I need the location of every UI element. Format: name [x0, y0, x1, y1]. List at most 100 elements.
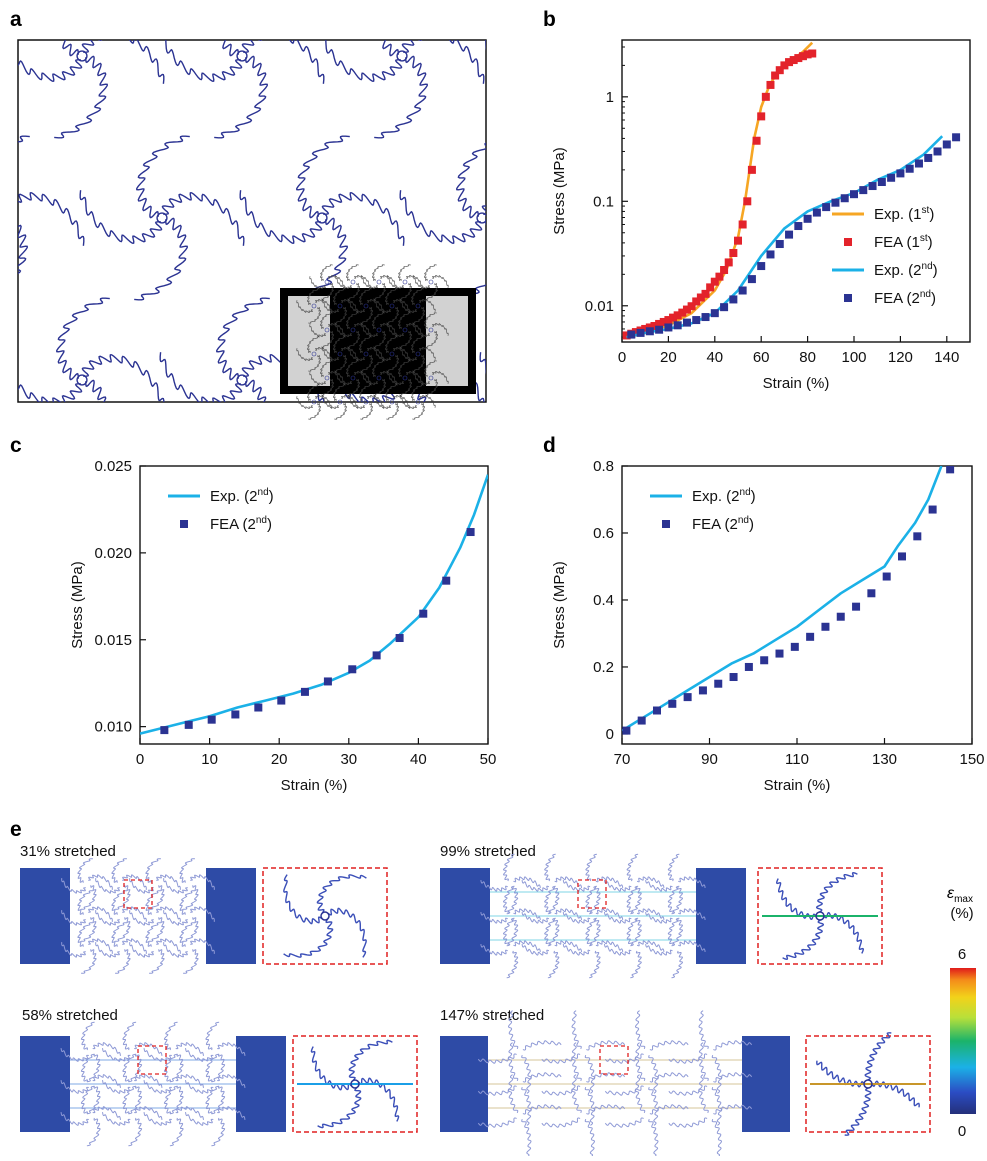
deformed-arm — [698, 1010, 709, 1050]
deformed-arm — [95, 942, 120, 958]
serpentine-arm — [320, 360, 333, 377]
deformed-arm — [507, 1010, 519, 1050]
deformed-arm — [122, 1021, 137, 1051]
inset-arm — [310, 1046, 352, 1091]
clamp-block — [206, 868, 256, 964]
network-node — [428, 375, 434, 381]
series-marker — [840, 194, 849, 203]
network-node — [363, 351, 369, 357]
series-marker — [836, 612, 845, 621]
series-marker — [738, 220, 747, 229]
zoom-region — [577, 879, 607, 909]
series-marker — [790, 642, 799, 651]
deformed-arm — [586, 1040, 626, 1051]
serpentine-arm — [372, 264, 385, 281]
serpentine-arm — [359, 336, 372, 353]
series-marker — [898, 552, 906, 561]
serpentine-arm — [367, 395, 384, 408]
serpentine-arm — [294, 542, 347, 623]
legend-label-text: Exp. (2 — [874, 262, 922, 279]
specimen — [440, 1010, 931, 1158]
deformed-arm — [143, 1048, 172, 1062]
serpentine-arm — [385, 336, 398, 353]
network-node — [402, 327, 408, 333]
deformed-arm — [698, 1042, 709, 1082]
deformed-arm — [134, 1074, 163, 1088]
series-marker — [747, 275, 756, 284]
network-node — [317, 537, 327, 547]
serpentine-arm — [372, 360, 385, 377]
deformed-arm — [115, 917, 131, 942]
serpentine-arm — [161, 192, 245, 246]
panel-a-inset-specimen — [280, 264, 476, 420]
serpentine-arm — [400, 514, 481, 567]
serpentine-arm — [562, 31, 643, 84]
serpentine-arm — [406, 371, 423, 384]
serpentine-arm — [165, 40, 243, 82]
panel-a-network — [17, 31, 643, 623]
legend-label-text: FEA (2 — [210, 516, 256, 533]
deformed-arm — [626, 885, 639, 914]
deformed-arm — [630, 950, 642, 979]
serpentine-arm — [399, 379, 412, 396]
series-marker — [673, 321, 682, 330]
serpentine-arm — [562, 355, 643, 408]
x-tick-label: 70 — [614, 751, 631, 768]
deformed-network — [61, 858, 215, 974]
series-marker — [710, 309, 719, 318]
deformed-arm — [649, 1072, 689, 1083]
deformed-arm — [480, 944, 508, 956]
series-marker — [664, 316, 673, 325]
clamp-block — [236, 1036, 286, 1132]
deformed-arm — [547, 886, 560, 915]
legend-label-superscript: st — [922, 205, 930, 216]
series-marker — [701, 313, 710, 322]
caption-147: 147% stretched — [440, 1007, 544, 1024]
series-marker — [184, 720, 193, 729]
series-marker — [419, 609, 428, 618]
y-tick-label: 0.020 — [94, 545, 132, 562]
x-tick-label: 30 — [340, 751, 357, 768]
series-marker — [729, 249, 738, 258]
deformed-arm — [521, 912, 550, 924]
legend-label-text: ) — [928, 234, 933, 251]
series-marker — [785, 58, 794, 67]
serpentine-arm — [159, 352, 243, 402]
serpentine-arm — [347, 331, 360, 348]
deformed-network — [60, 1021, 246, 1147]
deformed-arm — [571, 1010, 582, 1050]
series-marker — [757, 262, 766, 271]
deformed-arm — [128, 1117, 143, 1147]
serpentine-arm — [456, 142, 486, 219]
legend-label-text: FEA (1 — [874, 234, 920, 251]
deformed-arm — [562, 944, 591, 956]
network-node — [376, 327, 382, 333]
serpentine-arm — [216, 297, 270, 381]
series-marker — [852, 602, 861, 611]
series-marker — [822, 203, 831, 212]
series-marker — [867, 589, 876, 598]
deformed-arm — [649, 1040, 689, 1051]
serpentine-arm — [413, 372, 430, 385]
series-marker — [905, 164, 914, 173]
deformed-arm — [668, 1085, 708, 1096]
series-marker — [738, 286, 747, 295]
serpentine-arm — [398, 360, 411, 377]
series-marker — [914, 159, 923, 168]
inset-arm — [782, 919, 825, 961]
series-marker — [752, 136, 761, 145]
serpentine-arm — [134, 217, 188, 301]
series-marker — [734, 236, 742, 245]
serpentine-arm — [372, 312, 385, 329]
x-axis-label: Strain (%) — [764, 777, 831, 794]
serpentine-arm — [374, 300, 391, 313]
legend-label-text: ) — [933, 262, 938, 279]
deformed-arm — [584, 1054, 596, 1094]
deformed-arm — [217, 1074, 246, 1088]
network-node — [311, 399, 317, 405]
serpentine-arm — [400, 348, 417, 361]
x-tick-label: 130 — [872, 751, 897, 768]
deformed-arm — [554, 940, 582, 952]
serpentine-arm — [309, 324, 326, 337]
series-marker — [724, 258, 733, 267]
